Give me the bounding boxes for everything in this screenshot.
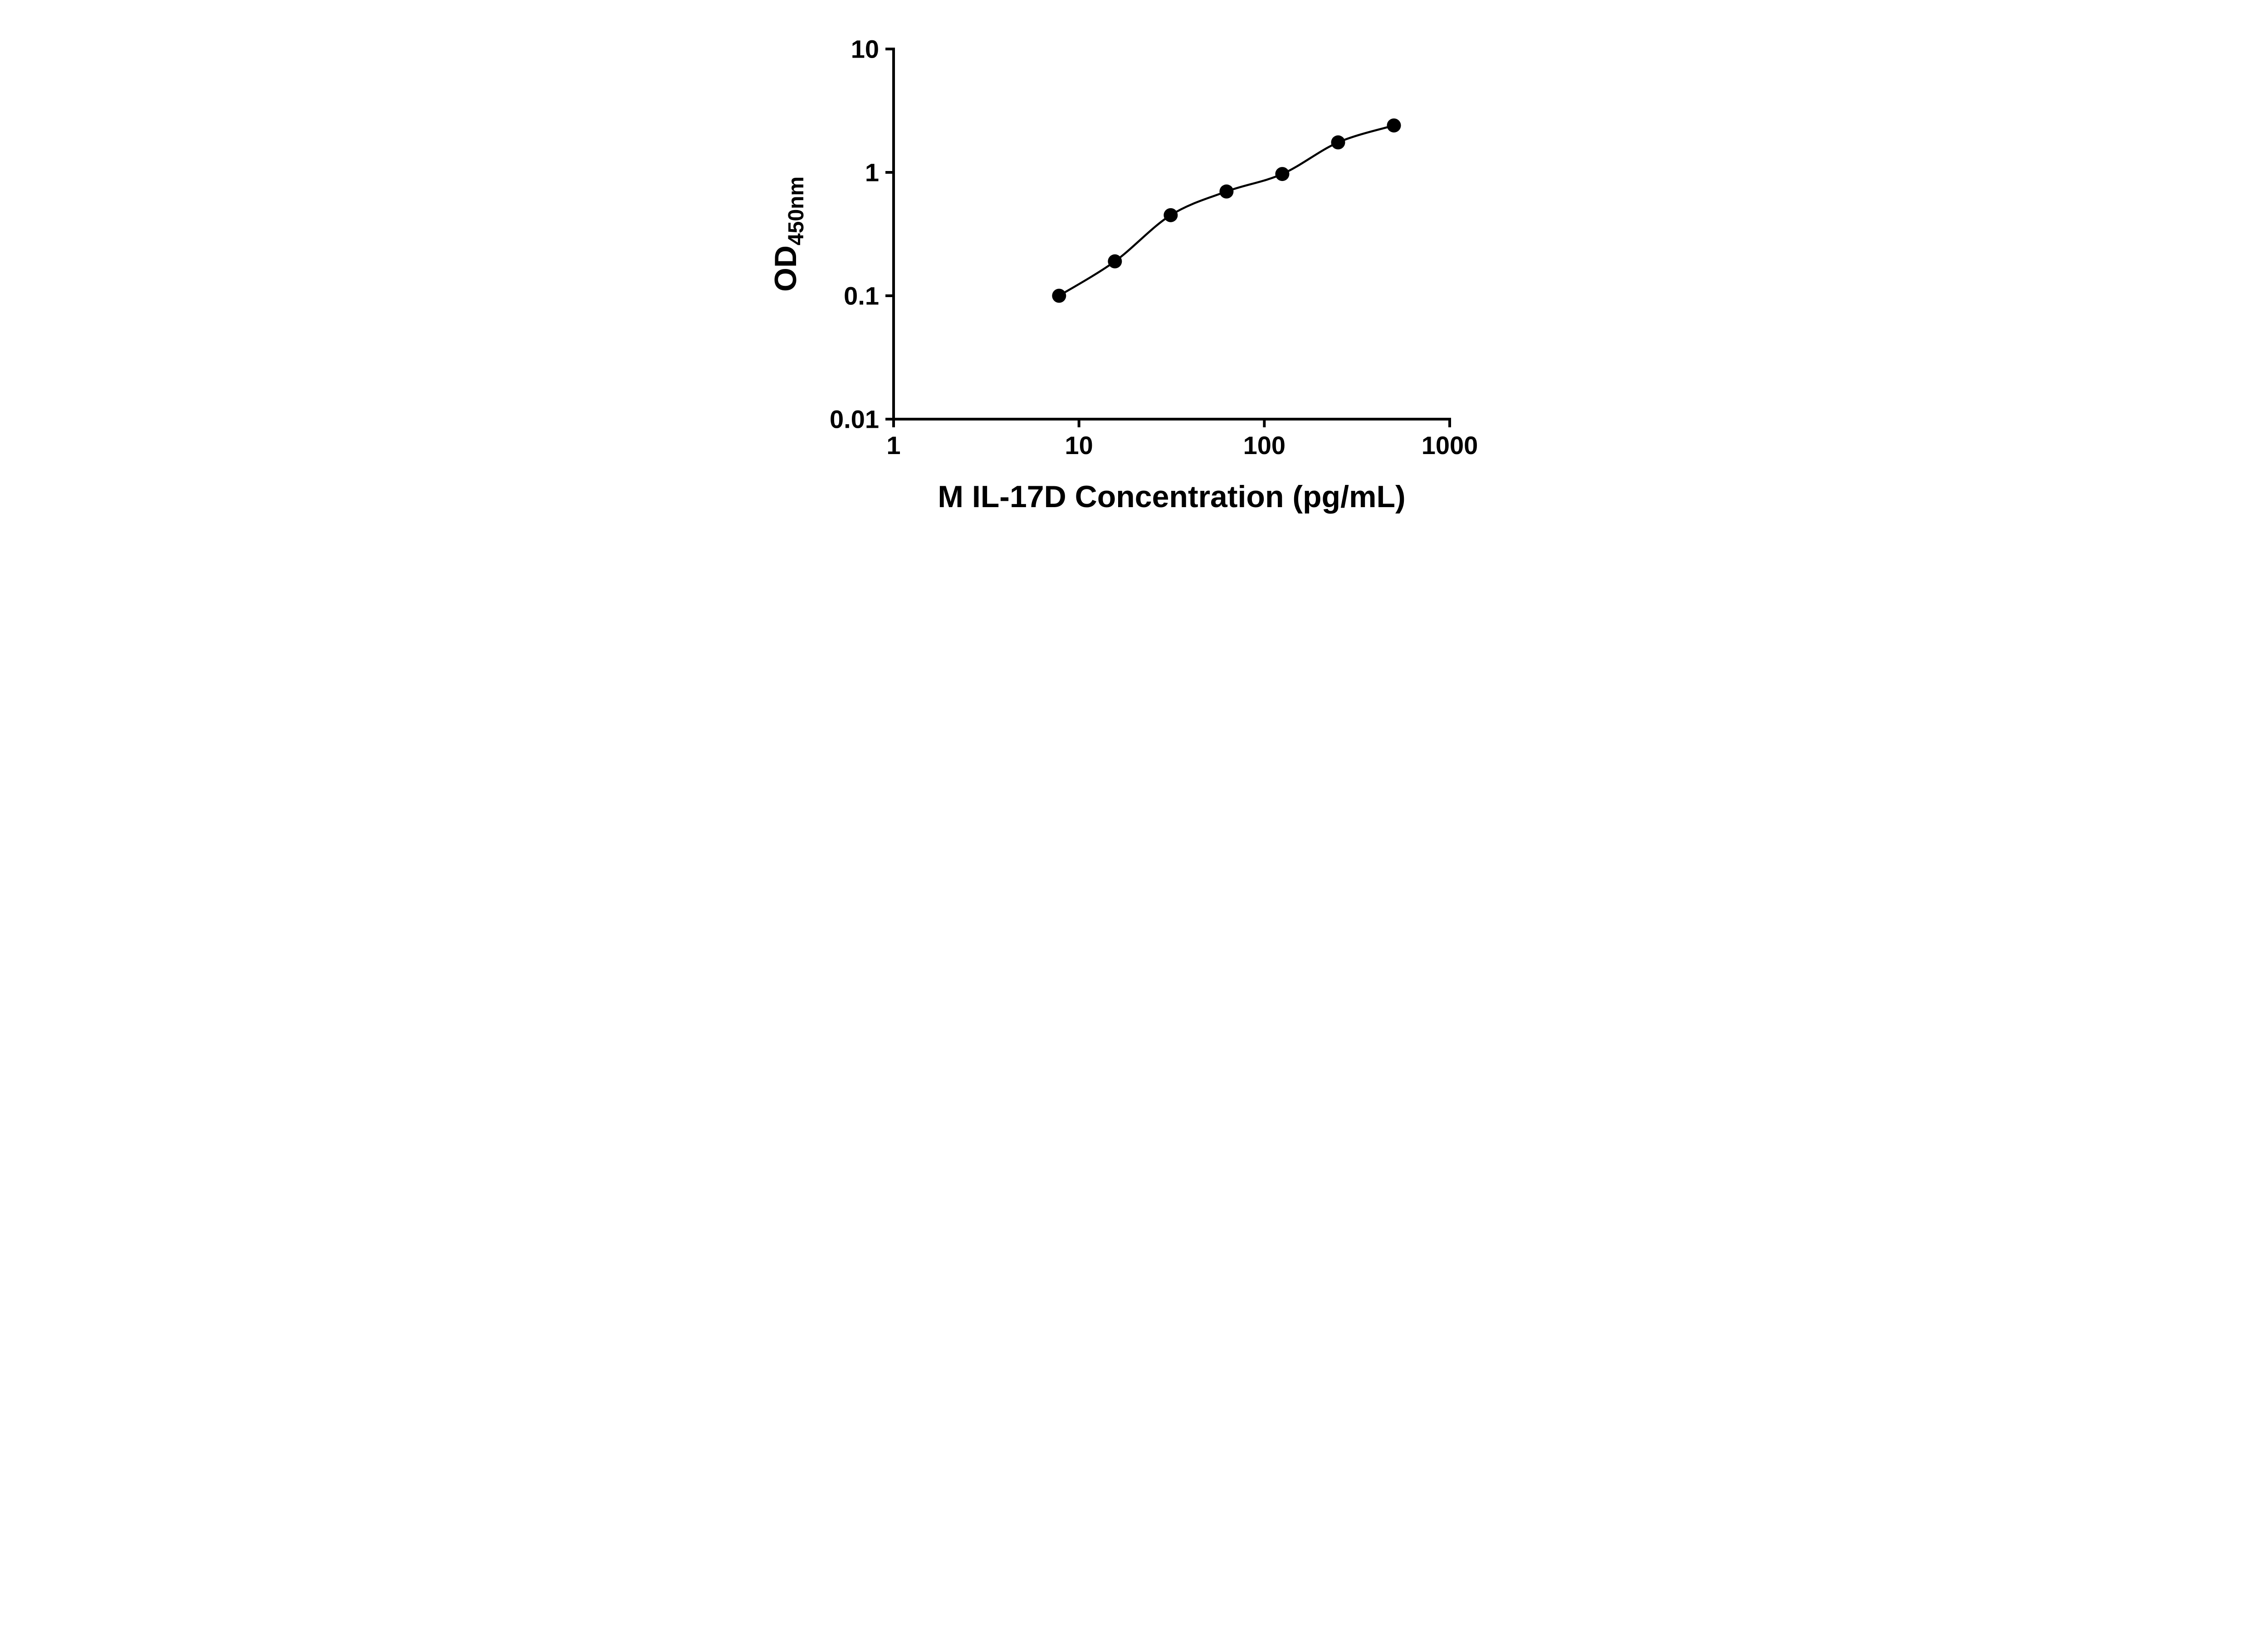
y-tick-label: 0.01 (830, 405, 879, 434)
data-point (1108, 254, 1122, 269)
x-tick-label: 100 (1243, 431, 1286, 460)
y-tick-label: 1 (865, 158, 879, 187)
axis-lines (892, 48, 1451, 420)
data-point (1219, 184, 1234, 199)
data-point (1163, 208, 1178, 222)
y-axis-title-main: OD (768, 245, 803, 292)
tick-labels: 0.01 0.1 1 10 1 10 100 1000 (830, 35, 1478, 460)
axes (885, 48, 1451, 427)
x-tick-label: 10 (1065, 431, 1093, 460)
data-series (1052, 118, 1401, 303)
data-point (1387, 118, 1401, 133)
data-point (1052, 288, 1066, 303)
y-tick-label: 0.1 (844, 282, 879, 310)
y-tick-label: 10 (851, 35, 879, 64)
y-axis-title: OD450nm (768, 176, 808, 292)
data-point (1331, 135, 1345, 150)
elisa-standard-curve-figure: 0.01 0.1 1 10 1 10 100 1000 M IL-17D Concentrat… (745, 0, 1523, 544)
data-point (1275, 167, 1290, 181)
x-axis-title: M IL-17D Concentration (pg/mL) (938, 479, 1405, 514)
x-tick-label: 1 (886, 431, 900, 460)
chart-canvas: 0.01 0.1 1 10 1 10 100 1000 M IL-17D Concentrat… (768, 35, 1478, 514)
x-tick-label: 1000 (1422, 431, 1478, 460)
trend-line (1058, 124, 1394, 297)
y-axis-title-sub: 450nm (784, 176, 808, 245)
